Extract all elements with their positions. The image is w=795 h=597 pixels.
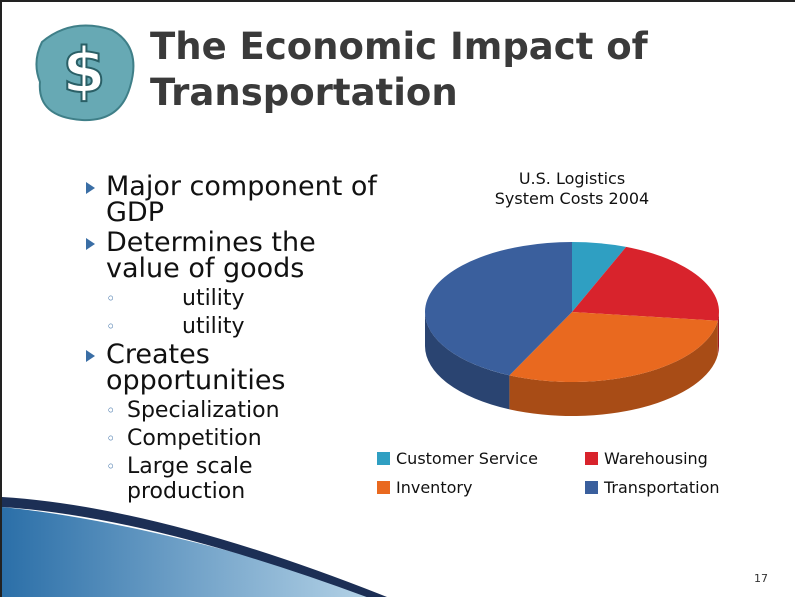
pie-side [425,312,510,410]
legend-label: Warehousing [604,449,708,468]
pie-slice [572,246,719,321]
legend-label: Transportation [603,478,720,497]
pie-slice [425,242,572,376]
sub-bullet: Competition [82,426,297,451]
legend-swatch [377,481,390,494]
legend-swatch [585,481,598,494]
legend-label: Inventory [396,478,472,497]
pie-slice [572,242,627,312]
logo: $ [62,34,105,107]
sub-bullet: Specialization [82,398,297,423]
bullet: Creates opportunities [82,341,382,394]
page-number: 17 [754,572,768,585]
legend-swatch [377,452,390,465]
sub-bullet: utility [82,314,352,339]
pie-side [509,320,718,416]
swoosh [2,507,386,597]
pie-slice [509,312,718,382]
bullets: Major component of GDP Determines the val… [82,173,382,507]
title-line: Transportation [150,71,458,114]
swoosh-edge [2,497,387,597]
bullet: Determines the value of goods [82,229,382,282]
title: The Economic Impact of Transportation [150,24,648,116]
logo-blob [35,24,135,122]
legend-label: Customer Service [396,449,538,468]
chart-title: System Costs 2004 [495,189,649,208]
chart-title: U.S. Logistics [519,169,625,188]
title-line: The Economic Impact of [150,25,648,68]
legend-swatch [585,452,598,465]
pie-side [717,312,719,355]
bullet: Major component of GDP [82,173,382,226]
sub-bullet: Large scale production [82,454,297,504]
sub-bullet: utility [82,286,352,311]
